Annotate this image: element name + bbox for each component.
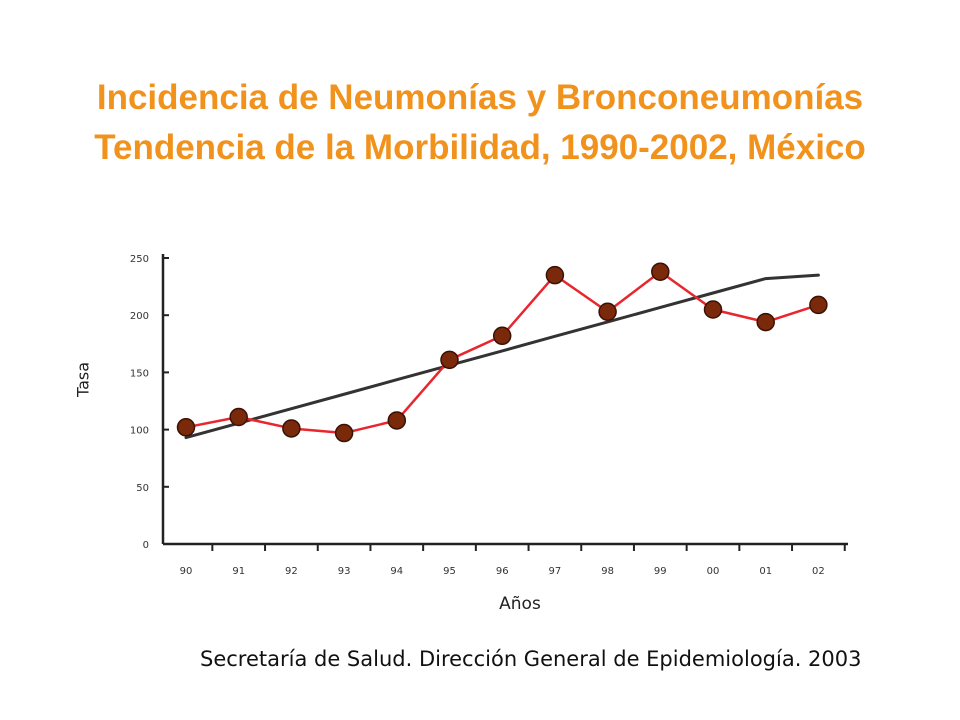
y-tick-label: 0 [143,540,149,551]
data-point [651,262,670,281]
y-tick-label: 200 [130,311,149,322]
data-point [809,295,828,315]
x-tick-label: 00 [707,566,720,577]
data-point [176,418,196,437]
data-point [334,423,354,443]
chart-title-line1: Incidencia de Neumonías y Bronconeumonía… [96,78,864,117]
y-tick-label: 150 [130,368,149,379]
data-point [440,350,459,370]
data-point [387,411,407,430]
x-tick-label: 98 [601,566,614,577]
data-point [492,326,512,346]
data-point [598,302,617,322]
x-tick-label: 93 [338,566,351,577]
x-tick-label: 90 [180,566,193,577]
x-tick-label: 97 [549,566,562,577]
x-tick-label: 94 [390,566,403,577]
data-point [282,419,301,438]
data-point [756,312,775,332]
y-tick-label: 100 [130,426,149,437]
y-tick-label: 50 [136,483,149,494]
x-tick-label: 95 [443,566,456,577]
y-tick-label: 250 [130,254,149,265]
x-tick-label: 02 [812,566,825,577]
x-tick-label: 99 [654,566,667,577]
x-tick-label: 96 [496,566,509,577]
source-citation: Secretaría de Salud. Dirección General d… [200,647,862,671]
data-point [703,300,723,319]
x-tick-label: 01 [759,566,772,577]
chart-title-line2: Tendencia de la Morbilidad, 1990-2002, M… [94,128,866,167]
x-axis-label: Años [499,594,541,614]
trend-line [184,273,820,440]
x-tick-label: 91 [232,566,245,577]
x-tick-label: 92 [285,566,298,577]
y-axis-label: Tasa [73,361,93,398]
data-point [545,265,565,285]
data-point [229,407,248,427]
